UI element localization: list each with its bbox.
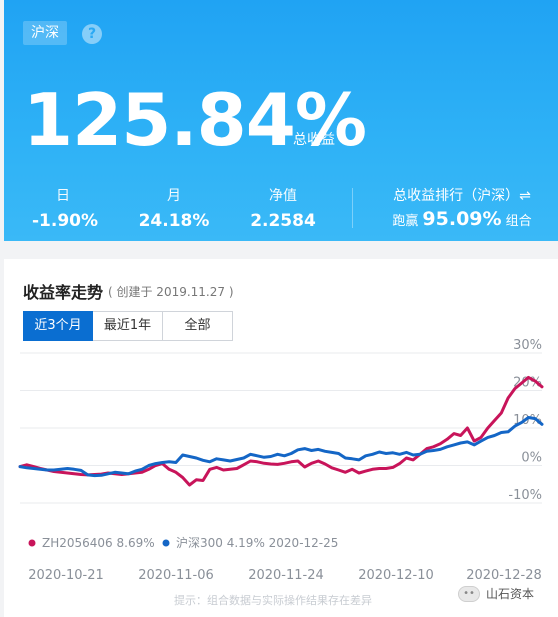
stat-nav-label: 净值 [269, 188, 297, 204]
wechat-icon: •• [458, 585, 480, 602]
trend-title: 收益率走势 [23, 283, 104, 302]
watermark-text: 山石资本 [486, 587, 535, 601]
stat-month: 月 24.18% [134, 186, 214, 234]
legend-label: 沪深300 4.19% 2020-12-25 [176, 536, 338, 550]
rank-prefix: 跑赢 [392, 214, 419, 229]
x-tick-label: 2020-12-28 [466, 568, 542, 583]
total-return-label: 总收益 [293, 132, 335, 148]
rank-value: 95.09% [422, 208, 502, 230]
legend-dot [162, 539, 170, 547]
stat-day-label: 日 [56, 188, 70, 204]
rank-suffix: 组合 [505, 214, 532, 229]
trend-created-date: ( 创建于 2019.11.27 ) [108, 285, 234, 299]
market-tag[interactable]: 沪深 [23, 21, 67, 45]
range-tabs: 近3个月 最近1年 全部 [23, 311, 233, 341]
stat-nav-value: 2.2584 [250, 211, 316, 231]
legend-label: ZH2056406 8.69% [42, 536, 155, 550]
y-tick-label: 30% [513, 338, 542, 353]
tab-3-months[interactable]: 近3个月 [23, 311, 93, 341]
x-tick-label: 2020-11-24 [248, 568, 324, 583]
stat-nav: 净值 2.2584 [248, 186, 318, 234]
x-tick-label: 2020-10-21 [28, 568, 104, 583]
help-icon[interactable]: ? [82, 24, 102, 44]
rank-row: 跑赢 95.09% 组合 [382, 208, 542, 230]
x-tick-label: 2020-11-06 [138, 568, 214, 583]
series-line-portfolio [18, 375, 544, 487]
stat-month-value: 24.18% [138, 211, 210, 231]
disclaimer-hint: 提示：组合数据与实际操作结果存在差异 [174, 594, 372, 607]
tab-1-year[interactable]: 最近1年 [93, 311, 163, 341]
rank-label: 总收益排行（沪深）⇌ [393, 188, 531, 204]
stat-day-value: -1.90% [32, 211, 99, 231]
series-line-index [18, 416, 544, 478]
tab-all[interactable]: 全部 [163, 311, 233, 341]
watermark: •• 山石资本 [458, 585, 534, 602]
total-return-value: 125.84% [23, 78, 367, 162]
portfolio-summary-card: 沪深 ? 125.84% 总收益 日 -1.90% 月 24.18% 净值 2.… [4, 0, 558, 241]
legend-dot [28, 539, 36, 547]
x-tick-label: 2020-12-10 [358, 568, 434, 583]
stat-day: 日 -1.90% [32, 186, 99, 234]
y-tick-label: -10% [508, 488, 542, 503]
return-trend-card: 30% 20% 10% 0% -10% 2020-10-21 2020-11-06 2020-… [4, 259, 558, 617]
stat-month-label: 月 [167, 188, 181, 204]
return-trend-chart: 30%20%10%0%-10%2020-10-21 2020-11-06 2020-… [18, 338, 544, 583]
y-tick-label: 0% [521, 451, 542, 466]
rank-toggle[interactable]: 总收益排行（沪深）⇌ 跑赢 95.09% 组合 [382, 186, 542, 230]
stats-divider [352, 188, 353, 228]
